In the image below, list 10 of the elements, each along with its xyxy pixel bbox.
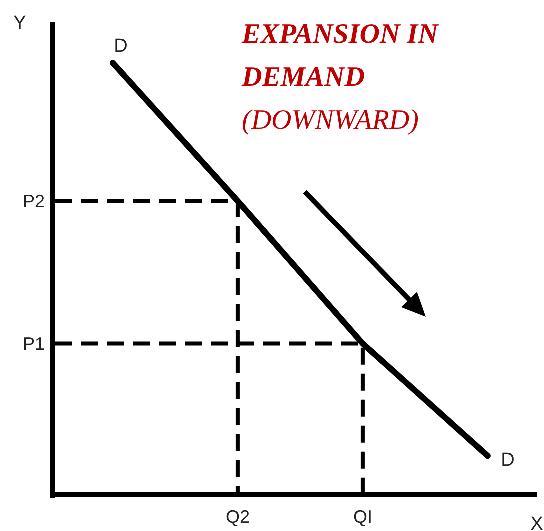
x-axis-title: X: [530, 514, 544, 531]
series-label: D: [114, 36, 128, 57]
chart-title: EXPANSION IN DEMAND: [241, 19, 440, 93]
ref-line-label: P2: [22, 192, 45, 212]
ref-line-label: P1: [22, 334, 45, 354]
x-tick-label: QI: [353, 506, 372, 527]
text: (DOWNWARD): [242, 105, 419, 136]
text: D: [501, 450, 515, 472]
y-axis-title: Y: [14, 13, 27, 34]
x-tick-label: Q2: [226, 506, 250, 527]
